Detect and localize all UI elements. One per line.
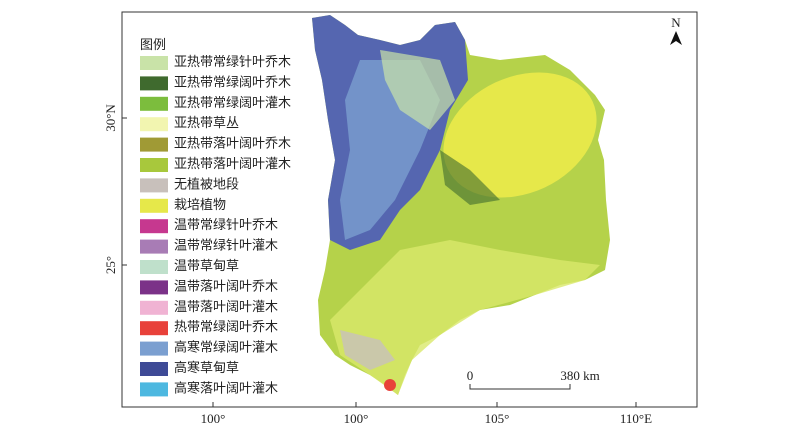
legend-swatch: [140, 198, 168, 213]
scale-end: 380 km: [560, 368, 599, 383]
legend-label: 温带草甸草: [174, 258, 239, 273]
y-tick-label: 30°N: [103, 104, 118, 132]
legend-label: 温带落叶阔叶乔木: [174, 278, 278, 293]
x-axis: [212, 402, 637, 407]
region-map: [312, 15, 610, 395]
legend-label: 热带常绿阔叶乔木: [174, 319, 278, 334]
legend-swatch: [140, 178, 168, 193]
legend-swatch: [140, 219, 168, 234]
legend: 图例 亚热带常绿针叶乔木亚热带常绿阔叶乔木亚热带常绿阔叶灌木亚热带草丛亚热带落叶…: [140, 37, 291, 397]
legend-label: 亚热带落叶阔叶乔木: [174, 136, 291, 151]
legend-swatch: [140, 239, 168, 254]
legend-label: 高寒落叶阔叶灌木: [174, 380, 278, 395]
legend-label: 亚热带落叶阔叶灌木: [174, 156, 291, 171]
legend-swatch: [140, 260, 168, 274]
legend-label: 亚热带常绿阔叶灌木: [174, 95, 291, 110]
legend-swatch: [140, 382, 168, 397]
legend-swatch: [140, 300, 168, 315]
legend-label: 亚热带草丛: [174, 115, 239, 130]
legend-swatch: [140, 56, 168, 70]
x-tick-label: 105°: [485, 411, 510, 426]
legend-swatch: [140, 341, 168, 356]
legend-swatch: [140, 158, 168, 172]
x-tick-label: 110°E: [620, 411, 652, 426]
legend-swatch: [140, 96, 168, 111]
legend-label: 高寒草甸草: [174, 360, 239, 375]
legend-label: 温带落叶阔叶灌木: [174, 299, 278, 314]
scale-bar: 0 380 km: [467, 368, 600, 390]
legend-label: 温带常绿针叶灌木: [174, 238, 278, 253]
legend-swatch: [140, 321, 168, 336]
y-axis: [122, 117, 127, 266]
legend-label: 亚热带常绿针叶乔木: [174, 54, 291, 69]
y-tick-label: 25°: [103, 256, 118, 274]
x-tick-label: 100°: [201, 411, 226, 426]
legend-swatch: [140, 137, 168, 152]
legend-title: 图例: [140, 37, 166, 52]
legend-label: 高寒常绿阔叶灌木: [174, 340, 278, 355]
north-arrow: N: [670, 15, 682, 45]
x-tick-label: 100°: [344, 411, 369, 426]
scale-start: 0: [467, 368, 474, 383]
legend-label: 亚热带常绿阔叶乔木: [174, 74, 291, 89]
north-label: N: [671, 15, 681, 30]
legend-swatch: [140, 76, 168, 91]
legend-swatch: [140, 280, 168, 295]
legend-label: 温带常绿针叶乔木: [174, 217, 278, 232]
legend-swatch: [140, 362, 168, 376]
legend-label: 无植被地段: [174, 176, 239, 191]
legend-swatch: [140, 117, 168, 132]
legend-label: 栽培植物: [174, 197, 226, 212]
map-frame: [121, 11, 698, 408]
